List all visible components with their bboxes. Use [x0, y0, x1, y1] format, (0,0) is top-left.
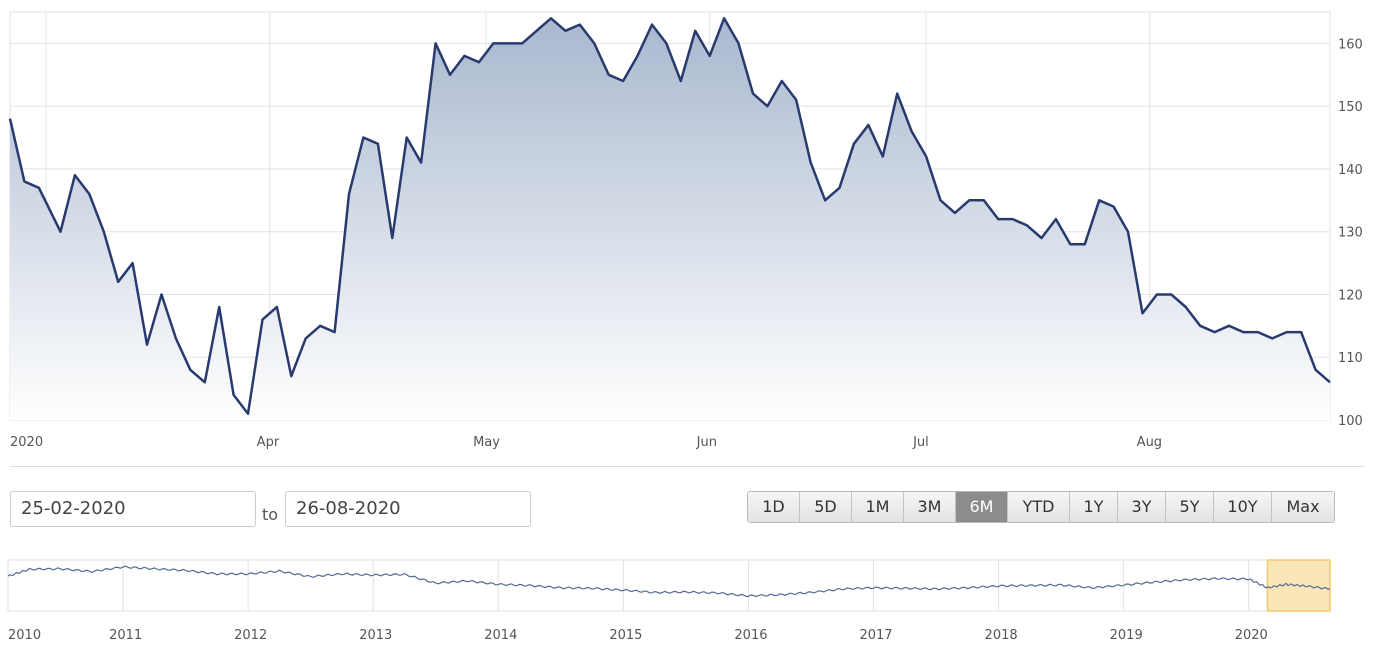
y-axis: 100 110 120 130 140 150 160 — [1338, 37, 1363, 429]
price-area — [10, 18, 1330, 421]
navigator-year-label: 2019 — [1110, 628, 1143, 643]
range-button-1y[interactable]: 1Y — [1070, 492, 1118, 522]
navigator-line — [7, 565, 1331, 598]
x-tick-label: Apr — [257, 435, 280, 450]
x-axis: 2020 Apr May Jun Jul Aug — [10, 435, 1162, 450]
x-tick-label: Jul — [912, 435, 929, 450]
range-button-1m[interactable]: 1M — [852, 492, 904, 522]
navigator-year-label: 2011 — [109, 628, 142, 643]
y-tick-label: 160 — [1338, 37, 1363, 52]
y-tick-label: 100 — [1338, 414, 1363, 429]
price-chart: 100 110 120 130 140 150 160 2020 Apr May Jun Jul Au… — [8, 11, 1363, 450]
navigator-year-label: 2016 — [734, 628, 767, 643]
range-button-6m[interactable]: 6M — [956, 492, 1008, 522]
y-tick-label: 150 — [1338, 100, 1363, 115]
to-date-input[interactable]: 26-08-2020 — [285, 491, 531, 527]
y-tick-label: 120 — [1338, 288, 1363, 303]
range-button-3y[interactable]: 3Y — [1118, 492, 1166, 522]
range-button-10y[interactable]: 10Y — [1214, 492, 1272, 522]
range-button-5d[interactable]: 5D — [800, 492, 852, 522]
navigator-year-label: 2015 — [609, 628, 642, 643]
x-tick-label: Aug — [1137, 435, 1162, 450]
range-button-1d[interactable]: 1D — [748, 492, 800, 522]
navigator-x-axis: 2010 2011 2012 2013 2014 2015 2016 2017 2018 2019… — [8, 628, 1268, 643]
x-tick-label: 2020 — [10, 435, 43, 450]
from-date-input[interactable]: 25-02-2020 — [10, 491, 256, 527]
range-selector: 1D 5D 1M 3M 6M YTD 1Y 3Y 5Y 10Y Max — [747, 491, 1335, 523]
to-label: to — [262, 505, 279, 524]
chart-divider — [10, 466, 1364, 467]
navigator-year-label: 2020 — [1235, 628, 1268, 643]
range-button-3m[interactable]: 3M — [904, 492, 956, 522]
navigator-year-label: 2014 — [484, 628, 517, 643]
x-tick-label: May — [473, 435, 500, 450]
navigator-year-label: 2018 — [985, 628, 1018, 643]
navigator-year-label: 2013 — [359, 628, 392, 643]
range-button-5y[interactable]: 5Y — [1166, 492, 1214, 522]
navigator-chart[interactable]: 2010 2011 2012 2013 2014 2015 2016 2017 2018 2019… — [0, 555, 1378, 650]
y-tick-label: 130 — [1338, 226, 1363, 241]
navigator-year-label: 2012 — [234, 628, 267, 643]
x-tick-label: Jun — [696, 435, 717, 450]
price-line — [8, 17, 1331, 415]
range-button-ytd[interactable]: YTD — [1008, 492, 1070, 522]
y-tick-label: 140 — [1338, 163, 1363, 178]
navigator-year-label: 2017 — [859, 628, 892, 643]
navigator-year-label: 2010 — [8, 628, 41, 643]
y-tick-label: 110 — [1338, 351, 1363, 366]
range-button-max[interactable]: Max — [1272, 492, 1334, 522]
